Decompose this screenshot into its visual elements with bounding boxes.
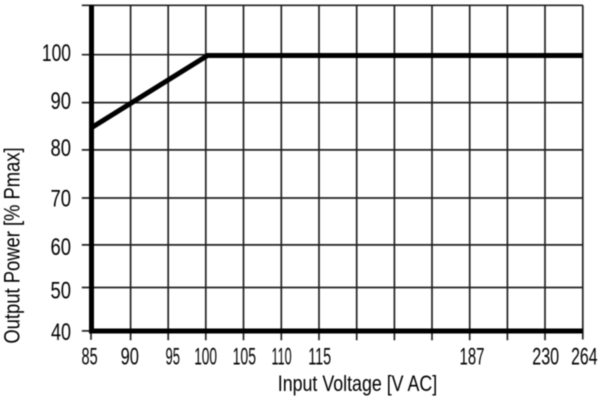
svg-text:100: 100 bbox=[194, 344, 217, 371]
svg-text:Output Power [% Pmax]: Output Power [% Pmax] bbox=[0, 147, 25, 343]
svg-text:115: 115 bbox=[308, 344, 331, 371]
svg-text:264: 264 bbox=[571, 344, 597, 371]
svg-text:187: 187 bbox=[460, 344, 485, 371]
svg-text:40: 40 bbox=[51, 319, 71, 346]
svg-text:Input Voltage [V AC]: Input Voltage [V AC] bbox=[278, 371, 438, 396]
svg-text:110: 110 bbox=[272, 344, 292, 371]
svg-text:80: 80 bbox=[51, 135, 72, 162]
svg-text:230: 230 bbox=[532, 344, 559, 371]
svg-text:70: 70 bbox=[51, 185, 72, 212]
svg-text:90: 90 bbox=[121, 344, 139, 371]
svg-text:105: 105 bbox=[233, 344, 256, 371]
svg-text:50: 50 bbox=[51, 278, 72, 305]
svg-text:60: 60 bbox=[51, 234, 72, 261]
svg-text:85: 85 bbox=[82, 344, 98, 371]
svg-text:95: 95 bbox=[166, 344, 181, 371]
svg-text:90: 90 bbox=[51, 88, 72, 115]
svg-text:100: 100 bbox=[42, 40, 71, 67]
